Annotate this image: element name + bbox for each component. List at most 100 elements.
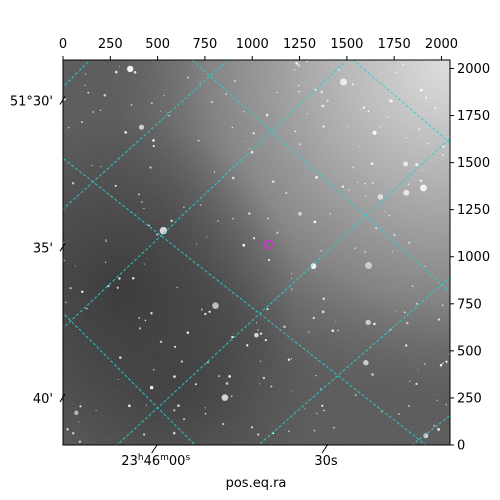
grid-line (63, 312, 196, 445)
star (424, 363, 426, 365)
star (208, 310, 211, 313)
star (225, 93, 228, 95)
y-tick-label: 250 (457, 391, 482, 406)
star (298, 143, 301, 145)
star (315, 374, 317, 377)
star (314, 88, 317, 92)
star (370, 162, 374, 165)
dec-tick-label: 40' (33, 392, 53, 407)
star (180, 360, 183, 363)
star (365, 319, 371, 326)
star (252, 132, 255, 135)
star (437, 427, 439, 430)
star (405, 344, 408, 347)
ra-tick-label: 23h46m00s (121, 453, 190, 469)
star (255, 322, 258, 324)
star (285, 192, 288, 194)
star (319, 388, 321, 390)
star (403, 161, 409, 167)
star (322, 297, 325, 300)
star (445, 404, 447, 406)
coordinate-grid (63, 60, 450, 445)
star (95, 409, 97, 412)
star (337, 329, 339, 332)
star (371, 373, 374, 376)
target-marker-circle (263, 239, 274, 250)
star (195, 243, 198, 245)
x-tick-label: 1750 (378, 37, 411, 52)
y-tick-label: 1000 (457, 250, 490, 265)
star (152, 144, 155, 148)
star (321, 310, 325, 314)
dec-tick-mark (59, 243, 66, 252)
star (365, 195, 367, 197)
star (297, 64, 300, 67)
star (407, 404, 410, 407)
star (92, 111, 94, 113)
star (194, 383, 197, 386)
star (442, 145, 445, 148)
star (231, 126, 233, 129)
star (186, 76, 189, 79)
star (257, 433, 260, 436)
star (131, 277, 135, 280)
star (67, 126, 70, 129)
star (348, 189, 350, 191)
star (170, 219, 173, 223)
star (127, 65, 134, 73)
star (313, 220, 317, 224)
star (415, 382, 418, 386)
star (436, 399, 438, 402)
star (225, 382, 229, 385)
star (199, 81, 201, 83)
y-tick-label: 500 (457, 344, 482, 359)
star (365, 262, 372, 269)
star (425, 96, 428, 99)
star (146, 404, 148, 406)
star (159, 340, 163, 344)
star (341, 185, 345, 188)
star (352, 166, 355, 169)
star (417, 369, 419, 371)
y-tick-label: 2000 (457, 62, 490, 77)
star (291, 272, 293, 274)
x-axis-label: pos.eq.ra (226, 476, 287, 491)
star (415, 163, 419, 167)
star (258, 383, 261, 385)
star (424, 265, 427, 267)
star (254, 332, 259, 338)
star (308, 331, 310, 333)
star (248, 148, 250, 150)
plot-frame (62, 59, 451, 446)
star (419, 179, 423, 182)
star (408, 241, 411, 244)
star (222, 422, 225, 426)
star (288, 430, 290, 433)
star (340, 78, 347, 86)
y-tick-label: 0 (457, 439, 465, 454)
ra-tick-label: 30s (314, 454, 338, 469)
star (442, 362, 444, 365)
star (337, 69, 340, 71)
star (234, 80, 236, 82)
star (65, 301, 67, 304)
star (359, 108, 361, 110)
star (63, 242, 65, 244)
star (276, 91, 278, 94)
x-tick-label: 1250 (283, 37, 316, 52)
star (323, 409, 325, 412)
star (363, 359, 369, 366)
star (375, 227, 378, 230)
star (69, 287, 72, 290)
star (290, 358, 293, 360)
star (116, 286, 119, 289)
star (167, 111, 169, 114)
star (231, 176, 235, 180)
star (148, 224, 150, 227)
star (351, 83, 354, 86)
star (437, 318, 441, 321)
star (140, 201, 143, 203)
star (387, 116, 389, 118)
star (81, 290, 84, 294)
star (176, 286, 178, 289)
